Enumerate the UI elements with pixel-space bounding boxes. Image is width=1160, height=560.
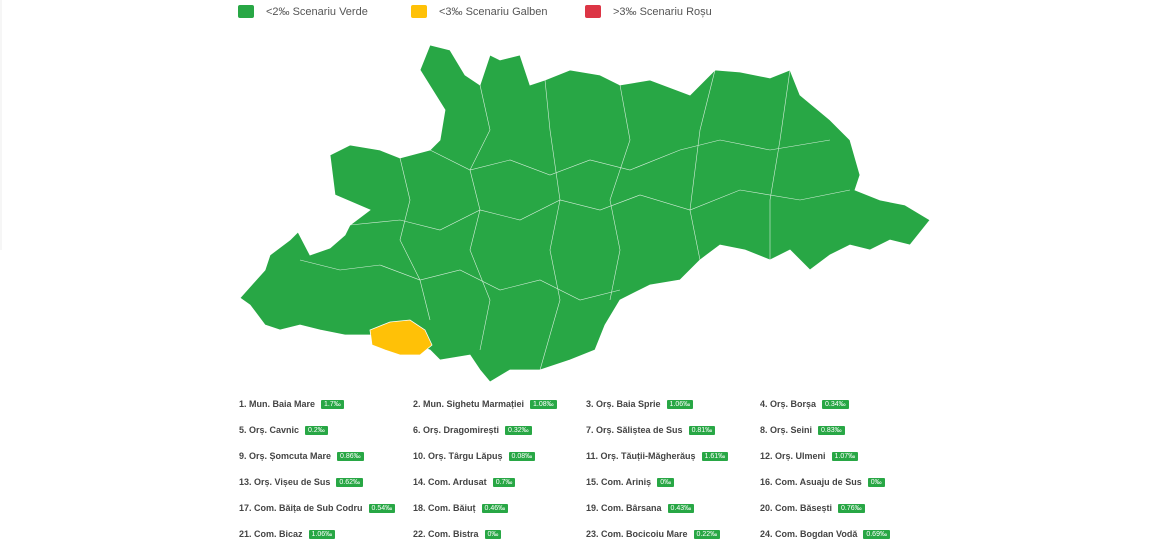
legend-label: >3‰ Scenariu Roșu: [613, 5, 712, 18]
item-name: 8. Orș. Seini: [760, 425, 813, 435]
item-rate: 0.34‰: [822, 399, 849, 409]
list-item: 19. Com. Bârsana 0.43‰: [586, 503, 695, 513]
item-name: 20. Com. Băsești: [760, 503, 833, 513]
item-rate: 0.81‰: [688, 425, 716, 435]
item-name: 11. Orș. Tăuții-Măgherăuș: [586, 451, 696, 461]
item-name: 14. Com. Ardusat: [413, 477, 487, 487]
item-rate: 1.06‰: [308, 529, 336, 539]
item-rate: 0.54‰: [368, 503, 396, 513]
list-item: 12. Orș. Ulmeni 1.07‰: [760, 451, 859, 461]
item-rate: 0‰: [657, 477, 675, 487]
item-rate: 0.76‰: [838, 503, 865, 513]
item-rate: 1.7‰: [321, 399, 344, 409]
item-rate: 0.32‰: [505, 425, 532, 435]
list-item: 21. Com. Bicaz 1.06‰: [239, 529, 336, 539]
list-item: 10. Orș. Târgu Lăpuș 0.08‰: [413, 451, 536, 461]
item-rate: 0.86‰: [337, 451, 364, 461]
item-name: 1. Mun. Baia Mare: [239, 399, 316, 409]
item-name: 16. Com. Asuaju de Sus: [760, 477, 862, 487]
item-name: 3. Orș. Baia Sprie: [586, 399, 661, 409]
legend-label: <3‰ Scenariu Galben: [439, 5, 548, 18]
legend-swatch: [238, 5, 254, 18]
item-name: 2. Mun. Sighetu Marmației: [413, 399, 525, 409]
list-item: 11. Orș. Tăuții-Măgherăuș 1.61‰: [586, 451, 729, 461]
item-name: 15. Com. Ariniș: [586, 477, 652, 487]
list-item: 7. Orș. Săliștea de Sus 0.81‰: [586, 425, 716, 435]
item-name: 12. Orș. Ulmeni: [760, 451, 826, 461]
item-name: 18. Com. Băiuț: [413, 503, 476, 513]
item-name: 17. Com. Băița de Sub Codru: [239, 503, 363, 513]
yellow-commune: [369, 319, 433, 356]
list-item: 2. Mun. Sighetu Marmației 1.08‰: [413, 399, 557, 409]
item-rate: 0.83‰: [818, 425, 845, 435]
item-rate: 1.61‰: [701, 451, 729, 461]
item-rate: 0.69‰: [863, 529, 890, 539]
item-rate: 0.08‰: [508, 451, 536, 461]
list-item: 8. Orș. Seini 0.83‰: [760, 425, 845, 435]
list-item: 6. Orș. Dragomirești 0.32‰: [413, 425, 532, 435]
list-item: 17. Com. Băița de Sub Codru 0.54‰: [239, 503, 396, 513]
item-name: 5. Orș. Cavnic: [239, 425, 300, 435]
item-name: 19. Com. Bârsana: [586, 503, 662, 513]
item-rate: 1.06‰: [666, 399, 694, 409]
item-rate: 0.7‰: [492, 477, 516, 487]
item-name: 23. Com. Bocicoiu Mare: [586, 529, 688, 539]
legend-label: <2‰ Scenariu Verde: [266, 5, 368, 18]
item-name: 21. Com. Bicaz: [239, 529, 303, 539]
item-rate: 0‰: [867, 477, 885, 487]
list-item: 18. Com. Băiuț 0.46‰: [413, 503, 509, 513]
legend-item: <2‰ Scenariu Verde: [238, 5, 368, 18]
item-rate: 0.2‰: [305, 425, 328, 435]
list-item: 20. Com. Băsești 0.76‰: [760, 503, 865, 513]
item-rate: 0.22‰: [693, 529, 721, 539]
legend-swatch: [411, 5, 427, 18]
list-item: 5. Orș. Cavnic 0.2‰: [239, 425, 328, 435]
list-item: 13. Orș. Vișeu de Sus 0.62‰: [239, 477, 364, 487]
list-item: 1. Mun. Baia Mare 1.7‰: [239, 399, 344, 409]
item-name: 6. Orș. Dragomirești: [413, 425, 500, 435]
item-rate: 0.46‰: [481, 503, 509, 513]
legend-item: <3‰ Scenariu Galben: [411, 5, 548, 18]
item-name: 9. Orș. Șomcuta Mare: [239, 451, 332, 461]
county: [239, 44, 931, 383]
list-item: 9. Orș. Șomcuta Mare 0.86‰: [239, 451, 364, 461]
item-rate: 0.62‰: [336, 477, 364, 487]
item-rate: 0.43‰: [667, 503, 695, 513]
list-item: 16. Com. Asuaju de Sus 0‰: [760, 477, 885, 487]
legend-swatch: [585, 5, 601, 18]
commune-borders: [299, 69, 851, 371]
item-rate: 1.07‰: [831, 451, 859, 461]
item-rate: 1.08‰: [530, 399, 557, 409]
item-name: 13. Orș. Vișeu de Sus: [239, 477, 331, 487]
item-name: 22. Com. Bistra: [413, 529, 479, 539]
list-item: 24. Com. Bogdan Vodă 0.69‰: [760, 529, 890, 539]
map: [0, 0, 931, 383]
list-item: 15. Com. Ariniș 0‰: [586, 477, 675, 487]
item-rate: 0‰: [484, 529, 502, 539]
item-name: 7. Orș. Săliștea de Sus: [586, 425, 683, 435]
list-item: 3. Orș. Baia Sprie 1.06‰: [586, 399, 694, 409]
legend-item: >3‰ Scenariu Roșu: [585, 5, 712, 18]
item-name: 4. Orș. Borșa: [760, 399, 817, 409]
list-item: 4. Orș. Borșa 0.34‰: [760, 399, 849, 409]
list-item: 23. Com. Bocicoiu Mare 0.22‰: [586, 529, 721, 539]
list-item: 22. Com. Bistra 0‰: [413, 529, 502, 539]
item-name: 24. Com. Bogdan Vodă: [760, 529, 858, 539]
item-name: 10. Orș. Târgu Lăpuș: [413, 451, 503, 461]
list-item: 14. Com. Ardusat 0.7‰: [413, 477, 516, 487]
